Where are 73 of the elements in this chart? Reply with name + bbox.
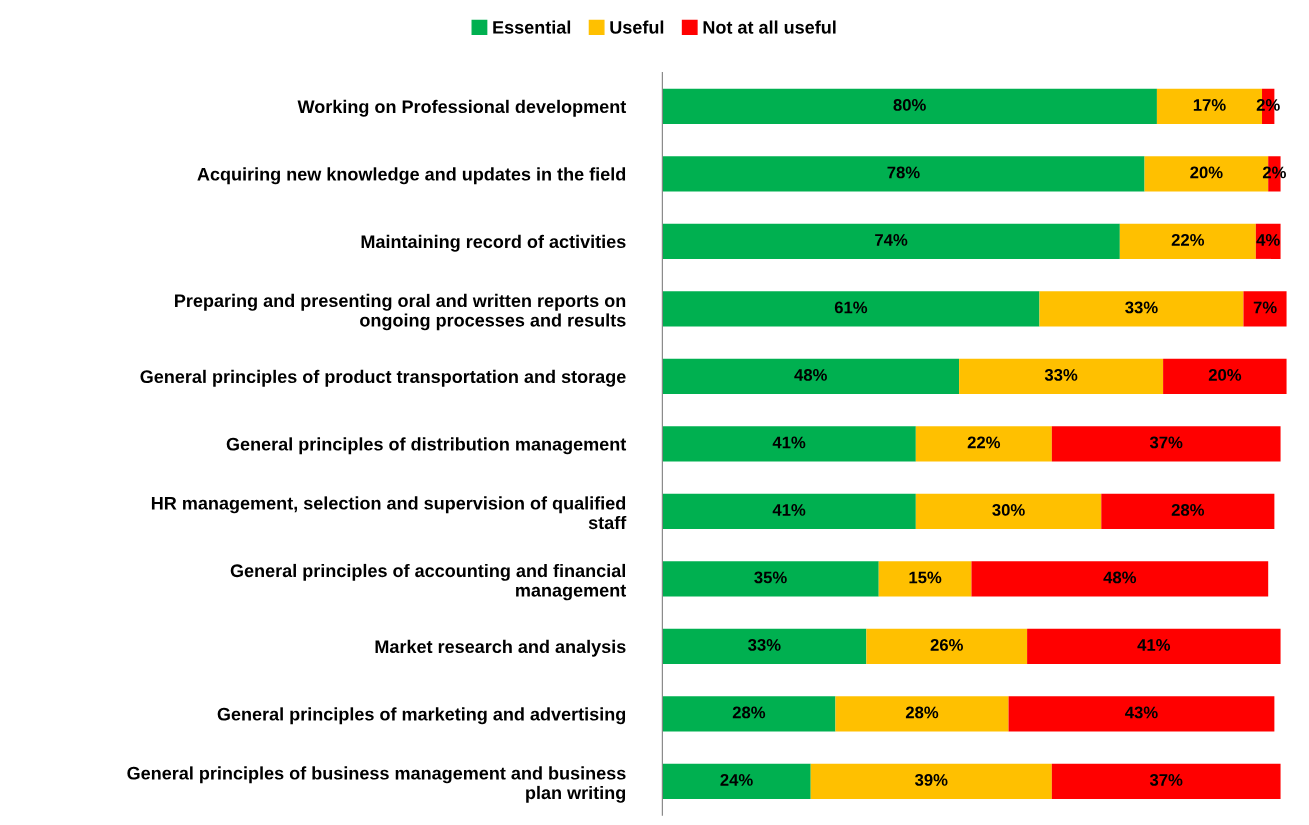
data-label: 74% (875, 234, 908, 246)
data-label: 4% (1256, 234, 1280, 246)
data-label: 24% (720, 774, 753, 786)
data-label: 37% (1149, 436, 1183, 449)
bar (1051, 426, 1281, 462)
data-label: 17% (1193, 99, 1226, 111)
y-tick-label: Market research and analysis (375, 639, 626, 657)
y-tick-label: General principles of distribution management (226, 437, 627, 455)
y-tick-label: Preparing and presenting oral and written reports on ongoing processes and results (175, 293, 626, 331)
data-label: 20% (1190, 166, 1223, 179)
data-label: 41% (1137, 639, 1171, 651)
bar (835, 696, 1009, 732)
data-label: 30% (992, 504, 1025, 516)
data-label: 35% (754, 571, 787, 584)
data-label: 33% (1125, 301, 1158, 314)
data-label: 22% (1171, 234, 1205, 246)
y-tick-label: HR management, selection and supervision of qualified staff (151, 496, 627, 530)
legend-label: Essential (493, 20, 571, 34)
bar (662, 628, 867, 664)
bar (662, 358, 960, 394)
data-label: 61% (834, 301, 868, 314)
bar (662, 696, 836, 732)
bar (1163, 358, 1287, 394)
bar (662, 223, 1120, 259)
bar (1243, 291, 1287, 327)
bar (662, 88, 1157, 124)
data-label: 7% (1253, 301, 1277, 314)
bar (662, 291, 1040, 327)
bar (662, 156, 1145, 192)
y-tick-label: Working on Professional development (297, 99, 627, 117)
legend-label: Not at all useful (703, 20, 836, 34)
data-label: 28% (732, 706, 766, 719)
bar (915, 426, 1052, 462)
data-label: 28% (905, 706, 939, 719)
data-label: 28% (1171, 504, 1205, 516)
bar (971, 561, 1269, 597)
data-label: 22% (967, 436, 1001, 449)
data-label: 37% (1149, 774, 1183, 786)
y-tick-label: General principles of business management and business plan writing (127, 766, 626, 803)
data-label: 78% (887, 166, 920, 179)
y-tick-label: General principles of product transportation and storage (140, 369, 626, 387)
data-label: 80% (893, 99, 926, 111)
data-label: 48% (794, 369, 827, 381)
bar (662, 426, 916, 462)
y-tick-label: Acquiring new knowledge and updates in the field (197, 167, 626, 185)
y-tick-label: General principles of accounting and financial management (230, 563, 627, 601)
y-tick-label: Maintaining record of activities (361, 234, 626, 252)
data-label: 20% (1208, 369, 1242, 381)
data-label: 41% (772, 436, 806, 449)
data-label: 33% (1044, 369, 1078, 381)
bar (1039, 291, 1244, 327)
bar (866, 628, 1028, 664)
bar (662, 763, 811, 799)
data-label: 33% (748, 639, 781, 651)
data-label: 39% (914, 774, 948, 786)
bar (1119, 223, 1256, 259)
bar (810, 763, 1052, 799)
legend-label: Useful (610, 20, 664, 34)
y-tick-label: General principles of marketing and advertising (217, 707, 626, 725)
data-label: 48% (1103, 571, 1137, 584)
data-label: 15% (909, 571, 942, 584)
bar (915, 493, 1102, 529)
data-label: 26% (930, 639, 963, 651)
bar (1051, 763, 1281, 799)
data-label: 41% (772, 504, 806, 516)
bar (1101, 493, 1275, 529)
bar (1008, 696, 1275, 732)
bar (1027, 628, 1281, 664)
bar (959, 358, 1164, 394)
bar (878, 561, 972, 597)
bar (662, 561, 879, 597)
data-label: 43% (1125, 706, 1158, 719)
bar (662, 493, 916, 529)
